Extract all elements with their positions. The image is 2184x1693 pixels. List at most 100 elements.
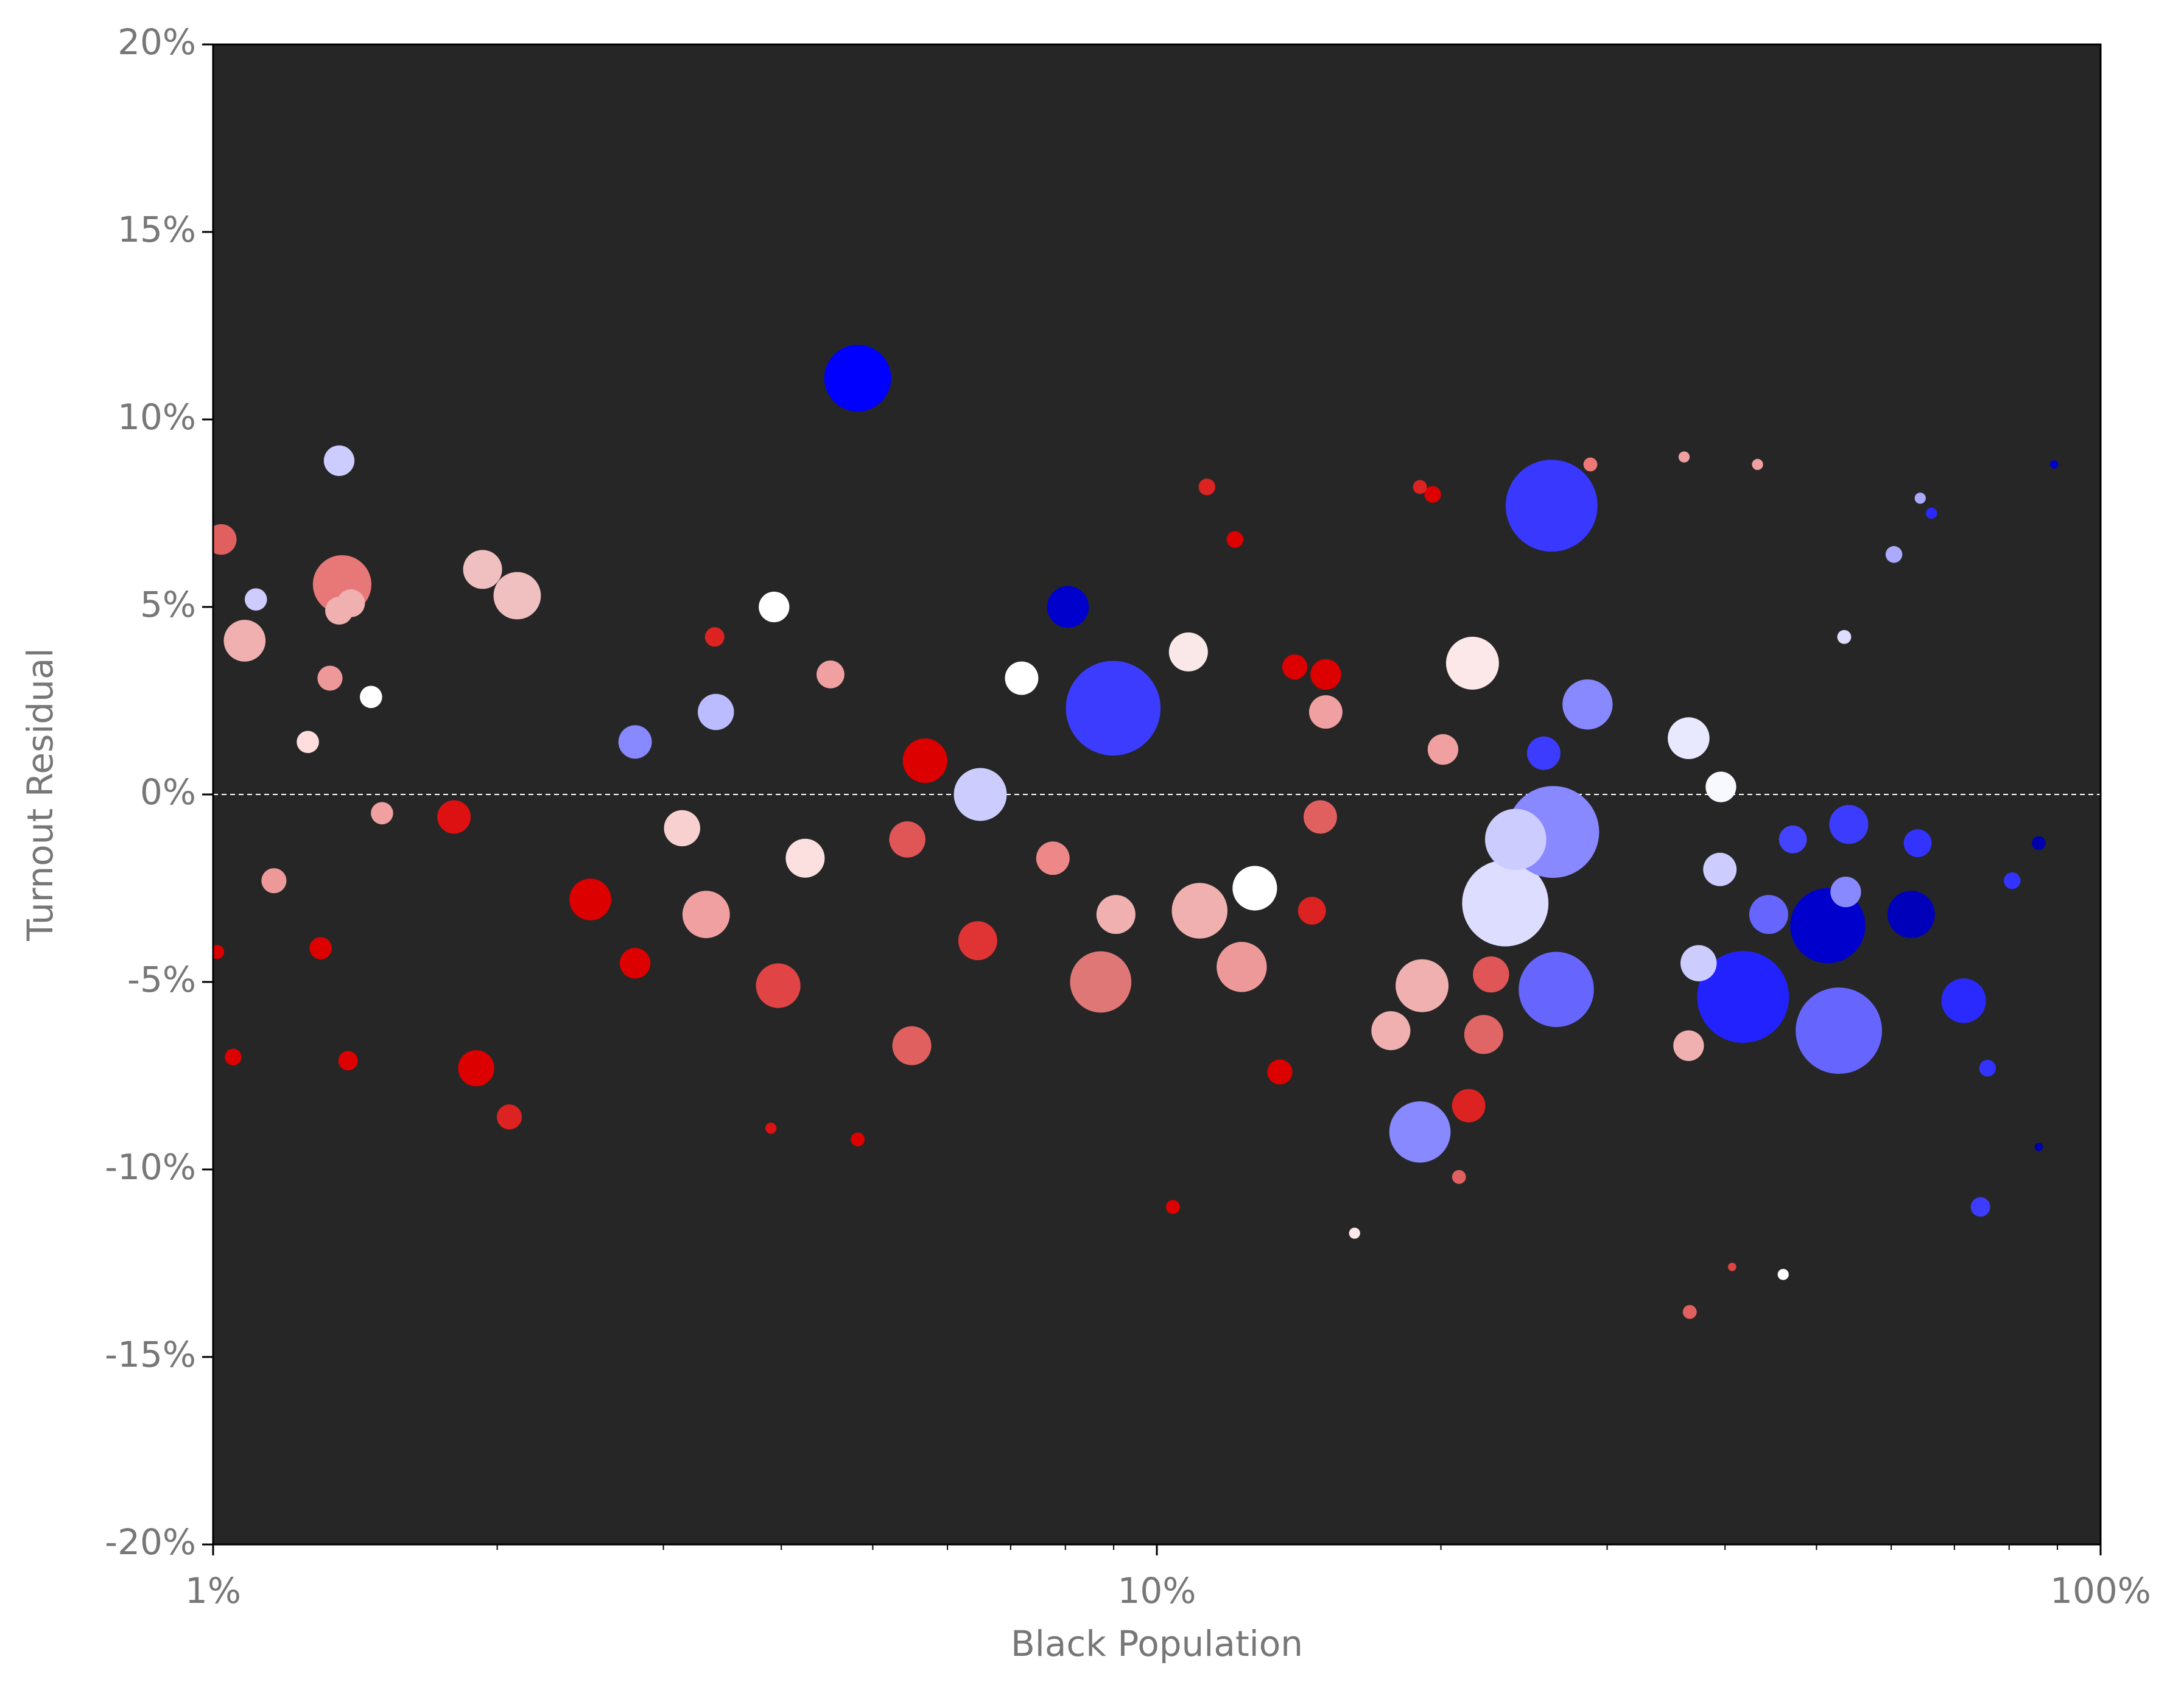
point bbox=[1778, 825, 1807, 854]
point bbox=[618, 725, 652, 759]
x-tick-label: 10% bbox=[1118, 1570, 1196, 1611]
point bbox=[1830, 876, 1861, 908]
point bbox=[1168, 632, 1208, 671]
point bbox=[1885, 546, 1903, 563]
y-tick-label: -15% bbox=[105, 1334, 196, 1375]
point bbox=[1396, 959, 1449, 1012]
point bbox=[1484, 808, 1547, 871]
point bbox=[1728, 1263, 1736, 1272]
point bbox=[1583, 457, 1598, 472]
point bbox=[1837, 629, 1852, 644]
point bbox=[1232, 866, 1277, 911]
point bbox=[1526, 736, 1561, 770]
y-tick-label: 15% bbox=[118, 209, 196, 250]
point bbox=[1941, 978, 1986, 1023]
point bbox=[1749, 895, 1788, 934]
point bbox=[1752, 458, 1763, 471]
point bbox=[213, 945, 225, 959]
point bbox=[851, 1132, 865, 1147]
point bbox=[1349, 1227, 1360, 1239]
point bbox=[704, 627, 725, 647]
point bbox=[223, 620, 266, 662]
y-tick-label: -10% bbox=[105, 1146, 196, 1188]
point bbox=[360, 685, 382, 709]
point bbox=[338, 1051, 358, 1071]
x-tick-label: 1% bbox=[185, 1570, 241, 1611]
point bbox=[1914, 492, 1926, 504]
point bbox=[1519, 952, 1594, 1028]
point bbox=[317, 665, 343, 691]
point bbox=[1427, 734, 1459, 765]
point bbox=[756, 963, 801, 1008]
point bbox=[1682, 1305, 1697, 1319]
point bbox=[1413, 480, 1427, 494]
point bbox=[1703, 852, 1737, 886]
point bbox=[765, 1123, 777, 1134]
y-tick-label: 10% bbox=[118, 396, 196, 438]
point bbox=[1096, 895, 1136, 934]
point bbox=[1452, 1088, 1486, 1123]
point bbox=[261, 868, 287, 894]
point bbox=[1310, 659, 1341, 690]
point bbox=[1267, 1059, 1293, 1085]
point bbox=[1777, 1269, 1789, 1280]
point bbox=[323, 445, 355, 476]
y-tick-label: -20% bbox=[105, 1521, 196, 1563]
point bbox=[493, 572, 541, 620]
point bbox=[1464, 1015, 1503, 1054]
point bbox=[1282, 654, 1308, 680]
point bbox=[297, 731, 319, 754]
point bbox=[664, 810, 700, 847]
point bbox=[824, 345, 891, 412]
point bbox=[1303, 800, 1337, 834]
x-tick-label: 100% bbox=[2050, 1570, 2151, 1611]
point bbox=[1217, 942, 1267, 992]
point bbox=[569, 878, 611, 920]
point bbox=[1371, 1011, 1411, 1051]
point bbox=[958, 921, 997, 961]
x-axis-label: Black Population bbox=[1011, 1623, 1303, 1664]
point bbox=[1970, 1197, 1990, 1217]
point bbox=[759, 591, 790, 623]
point bbox=[785, 838, 825, 878]
point bbox=[1505, 460, 1598, 552]
point bbox=[1462, 860, 1549, 947]
point bbox=[1903, 829, 1932, 857]
point bbox=[2049, 460, 2059, 469]
point bbox=[1005, 661, 1039, 695]
point bbox=[889, 821, 925, 858]
point bbox=[1198, 478, 1215, 496]
point bbox=[458, 1050, 494, 1087]
point bbox=[1452, 1169, 1466, 1184]
point bbox=[1829, 805, 1869, 844]
point bbox=[437, 800, 471, 834]
point bbox=[1680, 945, 1717, 981]
point bbox=[619, 948, 651, 979]
y-tick-label: 5% bbox=[140, 584, 196, 625]
point bbox=[1445, 636, 1499, 690]
point bbox=[1473, 956, 1509, 993]
point bbox=[682, 891, 730, 939]
point bbox=[496, 1104, 522, 1130]
y-tick-label: 20% bbox=[118, 21, 196, 63]
point bbox=[2032, 836, 2046, 850]
y-axis-label: Turnout Residual bbox=[19, 648, 61, 941]
y-tick-label: -5% bbox=[127, 959, 196, 1000]
point bbox=[244, 588, 267, 611]
point bbox=[1887, 891, 1935, 939]
point bbox=[902, 738, 947, 783]
point bbox=[816, 661, 844, 689]
point bbox=[1047, 586, 1089, 628]
point bbox=[953, 768, 1007, 821]
point bbox=[1424, 486, 1441, 503]
y-tick-label: 0% bbox=[140, 771, 196, 813]
point bbox=[698, 693, 734, 731]
point bbox=[225, 1048, 242, 1065]
point bbox=[1705, 771, 1736, 802]
point bbox=[1796, 987, 1882, 1074]
point bbox=[309, 937, 332, 959]
point bbox=[1070, 951, 1132, 1013]
point bbox=[337, 589, 365, 617]
point bbox=[1979, 1059, 1996, 1077]
point bbox=[463, 550, 502, 589]
